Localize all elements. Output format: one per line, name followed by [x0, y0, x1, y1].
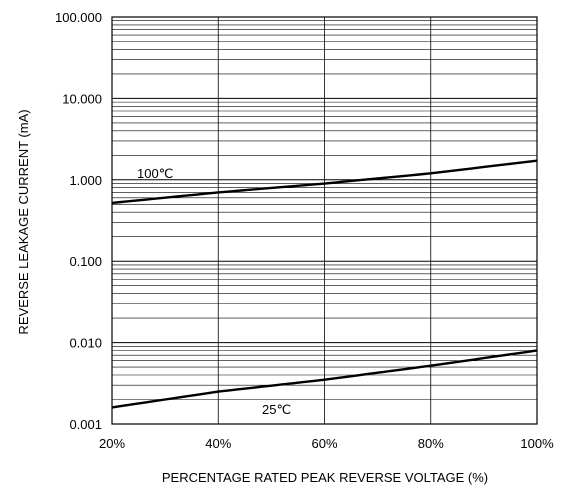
series-line-100c [111, 159, 538, 205]
series-line-25c [111, 349, 538, 409]
y-tick-label: 0.100 [69, 254, 102, 269]
y-tick-label: 100.000 [55, 10, 102, 25]
annotation-25c: 25℃ [262, 402, 291, 417]
y-tick-label: 10.000 [62, 91, 102, 106]
y-tick-label: 1.000 [69, 173, 102, 188]
plot-curves [111, 159, 538, 409]
plot-grid [111, 17, 538, 425]
x-tick-label: 20% [99, 436, 125, 451]
plot-frame [111, 16, 538, 425]
x-tick-label: 40% [205, 436, 231, 451]
y-axis-title: REVERSE LEAKAGE CURRENT (mA) [16, 109, 31, 334]
y-tick-label: 0.010 [69, 336, 102, 351]
tick-labels: 20% 40% 60% 80% 100% 0.001 0.010 0.100 1.000 10.0… [55, 10, 554, 451]
annotation-100c: 100℃ [137, 166, 173, 181]
x-tick-label: 100% [520, 436, 554, 451]
x-tick-label: 60% [311, 436, 337, 451]
x-tick-label: 80% [418, 436, 444, 451]
y-tick-label: 0.001 [69, 417, 102, 432]
x-axis-title: PERCENTAGE RATED PEAK REVERSE VOLTAGE (%… [162, 470, 488, 485]
